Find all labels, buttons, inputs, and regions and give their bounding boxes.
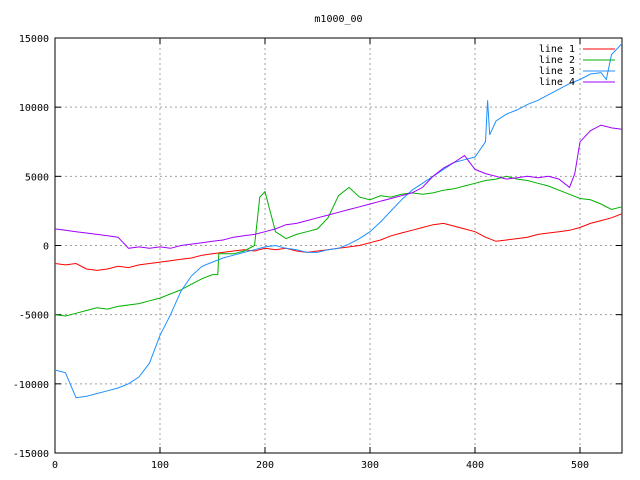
series-line-3 [54,43,623,399]
x-tick-label: 300 [361,460,379,471]
series-layer [54,43,623,399]
grid [55,38,622,453]
x-tick-label: 200 [256,460,274,471]
legend-label-3: line 3 [539,66,575,77]
y-tick-label: -5000 [19,311,49,322]
legend-label-2: line 2 [539,55,575,66]
y-tick-label: -10000 [13,380,49,391]
x-tick-label: 0 [52,460,58,471]
chart-title: m1000_00 [314,14,362,25]
x-tick-label: 400 [466,460,484,471]
series-line-2 [54,175,623,317]
series-line-1 [54,213,623,271]
x-tick-label: 500 [571,460,589,471]
y-tick-label: 10000 [19,103,49,114]
legend-label-4: line 4 [539,77,575,88]
legend-label-1: line 1 [539,44,575,55]
y-tick-label: -15000 [13,449,49,460]
series-line-4 [54,124,623,249]
y-tick-label: 0 [43,242,49,253]
x-tick-label: 100 [151,460,169,471]
y-tick-label: 15000 [19,34,49,45]
y-tick-label: 5000 [25,172,49,183]
axis-ticks: -15000 -10000 -5000 0 5000 10000 15000 0 100 200 3… [13,34,622,471]
